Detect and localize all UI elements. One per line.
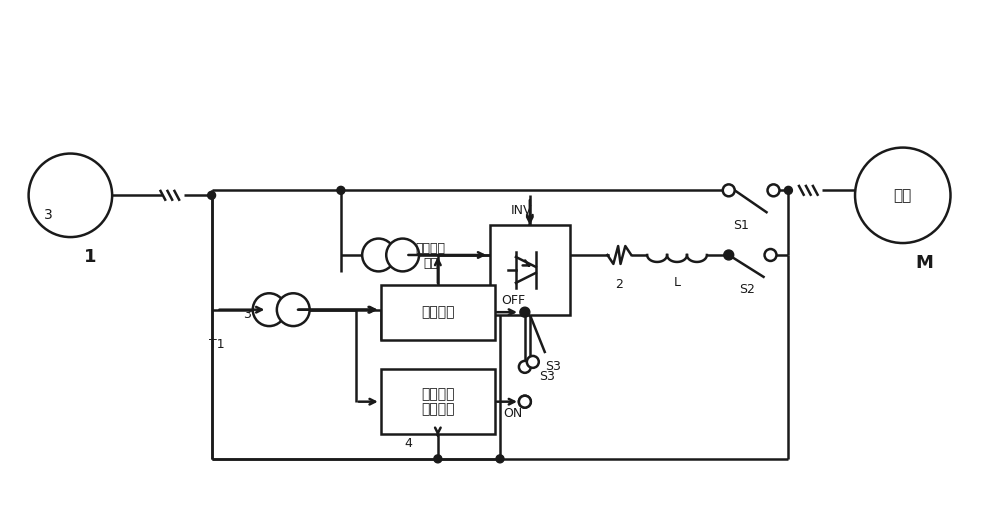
Text: 3: 3 [44, 208, 53, 222]
Circle shape [496, 455, 504, 463]
Text: 同步控制: 同步控制 [421, 305, 455, 319]
Text: S2: S2 [739, 283, 755, 296]
Text: 2: 2 [615, 278, 623, 291]
Circle shape [765, 249, 776, 261]
Text: 商用同步: 商用同步 [421, 402, 455, 417]
Circle shape [208, 191, 216, 199]
Text: 4: 4 [404, 437, 412, 450]
Circle shape [277, 293, 310, 326]
Text: 电流控制: 电流控制 [421, 387, 455, 401]
Text: S3: S3 [539, 370, 555, 383]
Circle shape [724, 250, 734, 260]
Bar [381, 285, 495, 339]
Circle shape [519, 396, 531, 408]
Text: 3: 3 [243, 308, 251, 321]
Text: OFF: OFF [501, 294, 525, 307]
Circle shape [519, 396, 531, 408]
Text: S1: S1 [733, 219, 749, 232]
Bar [490, 225, 570, 315]
Text: T1: T1 [209, 338, 224, 351]
Circle shape [386, 238, 419, 271]
Circle shape [768, 184, 779, 196]
Text: S3: S3 [545, 361, 561, 373]
Circle shape [337, 186, 345, 194]
Text: 马达: 马达 [894, 188, 912, 203]
Circle shape [520, 307, 530, 317]
Circle shape [784, 186, 792, 194]
Circle shape [253, 293, 286, 326]
Text: L: L [674, 276, 681, 289]
Circle shape [527, 356, 539, 368]
Bar [381, 369, 495, 434]
Text: INV: INV [511, 204, 533, 217]
Text: 标志: 标志 [423, 258, 438, 271]
Circle shape [434, 455, 442, 463]
Circle shape [519, 361, 531, 373]
Circle shape [855, 147, 951, 243]
Circle shape [362, 238, 395, 271]
Text: 1: 1 [84, 248, 97, 266]
Circle shape [723, 184, 735, 196]
Text: ON: ON [503, 407, 523, 420]
Text: T2: T2 [393, 296, 408, 309]
Circle shape [29, 154, 112, 237]
Text: 同步完成: 同步完成 [415, 241, 445, 255]
Text: M: M [916, 254, 934, 272]
